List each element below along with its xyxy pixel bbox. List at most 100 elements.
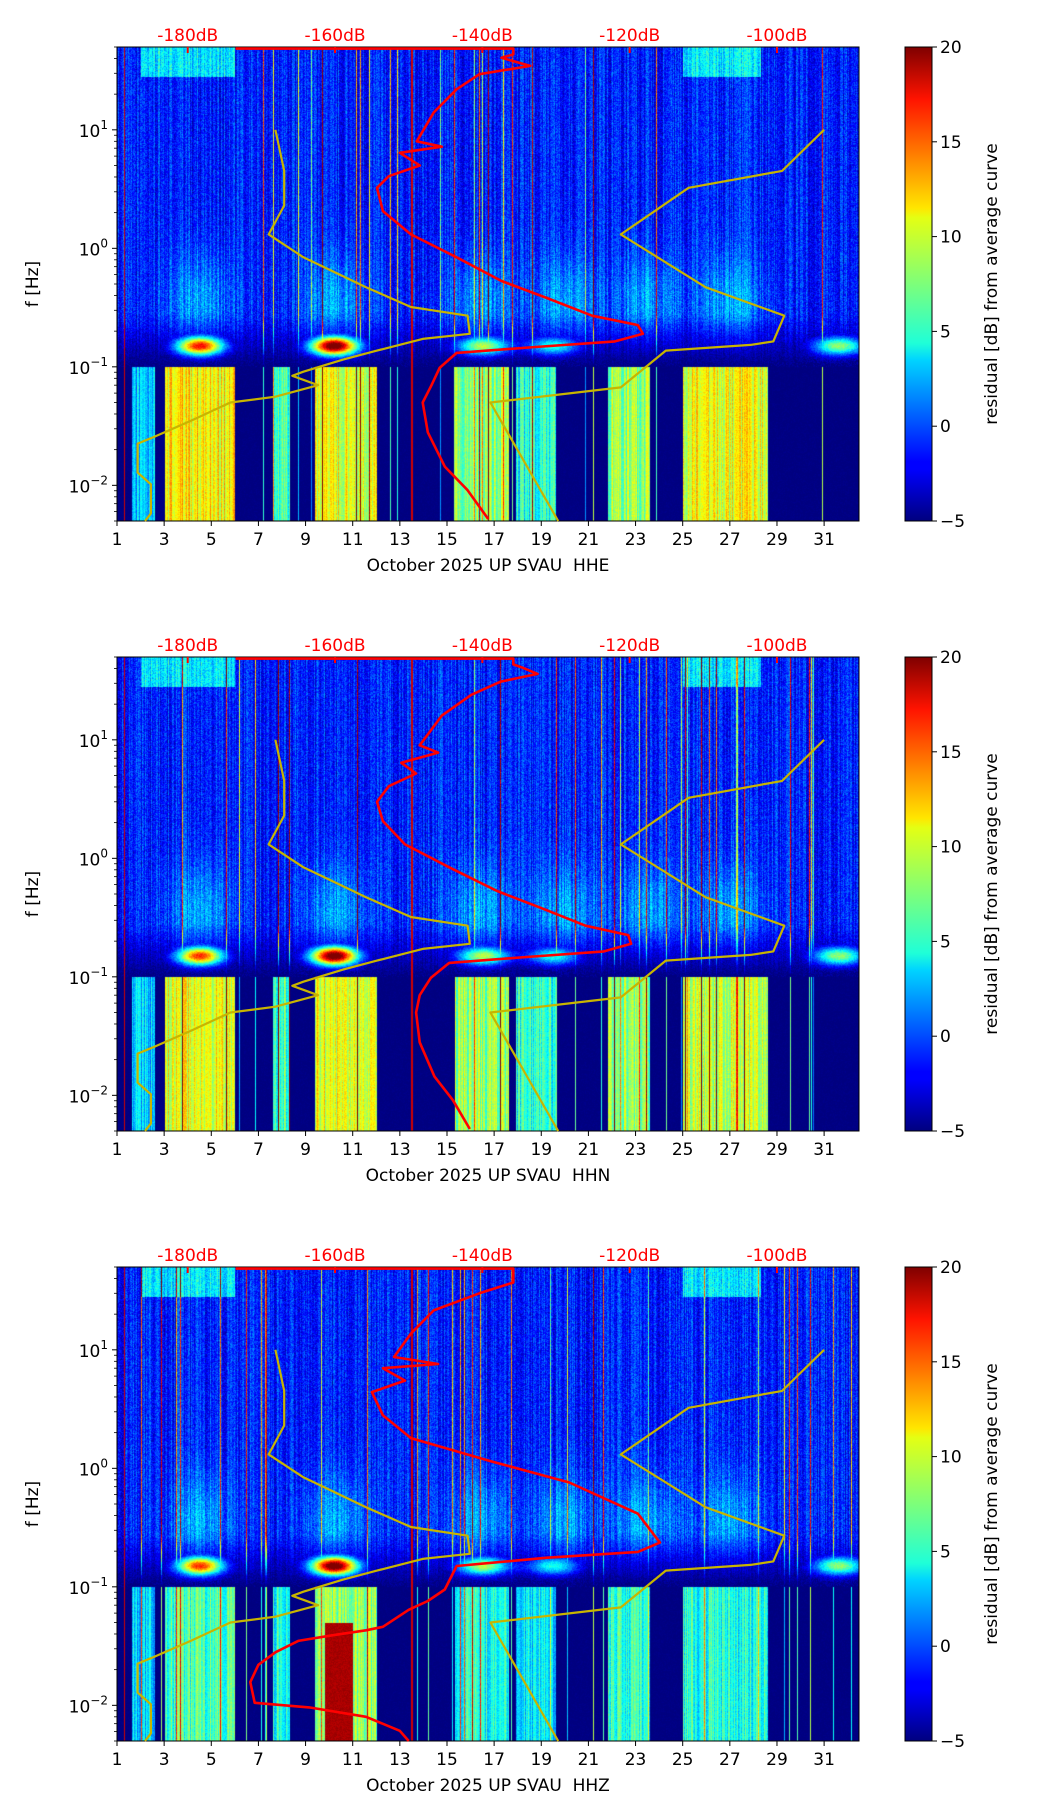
x-tick-label: 13 — [389, 1750, 411, 1770]
y-tick-base: 10 — [79, 240, 101, 260]
y-tick-exponent: 1 — [100, 728, 108, 742]
colorbar — [904, 1266, 933, 1742]
spectrogram-heatmap-hhe — [117, 47, 859, 521]
series-low-noise-model — [136, 1349, 471, 1742]
y-tick-exponent: 0 — [100, 846, 108, 860]
x-tick-label: 27 — [719, 1140, 741, 1160]
y-tick-label: 101 — [79, 1338, 108, 1362]
y-tick-exponent: 1 — [100, 1338, 108, 1352]
y-tick-exponent: −2 — [90, 1083, 108, 1097]
x-tick-label: 13 — [389, 1140, 411, 1160]
y-tick-exponent: −1 — [90, 355, 108, 369]
x-tick-label: 1 — [112, 1140, 123, 1160]
top-db-tick-label: -180dB — [157, 1246, 218, 1266]
series-low-noise-model — [136, 129, 471, 522]
x-tick-label: 27 — [719, 1750, 741, 1770]
top-db-tick-label: -100dB — [746, 26, 807, 46]
colorbar-tick-label: 5 — [940, 322, 951, 342]
y-tick-base: 10 — [69, 1697, 91, 1717]
top-db-tick-label: -180dB — [157, 26, 218, 46]
x-tick-label: 19 — [530, 1750, 552, 1770]
x-tick-label: 19 — [530, 530, 552, 550]
top-db-tick-label: -140dB — [452, 26, 513, 46]
y-tick-base: 10 — [79, 732, 101, 752]
colorbar-tick-label: −5 — [940, 512, 965, 532]
x-tick-label: 25 — [672, 1750, 694, 1770]
y-tick-label: 10−2 — [69, 1083, 108, 1107]
top-db-tick-label: -120dB — [599, 636, 660, 656]
series-low-noise-model — [136, 739, 471, 1132]
y-tick-exponent: −2 — [90, 1693, 108, 1707]
colorbar — [904, 46, 933, 522]
x-tick-label: 23 — [625, 1140, 647, 1160]
y-tick-base: 10 — [79, 850, 101, 870]
colorbar-tick-label: 10 — [940, 838, 962, 858]
y-tick-label: 100 — [79, 236, 108, 260]
colorbar-tick-label: 20 — [940, 1258, 962, 1278]
colorbar-tick-label: 15 — [940, 743, 962, 763]
x-tick-label: 7 — [253, 530, 264, 550]
y-tick-label: 100 — [79, 1456, 108, 1480]
y-tick-exponent: 0 — [100, 1456, 108, 1470]
x-tick-label: 17 — [483, 1140, 505, 1160]
x-tick-label: 11 — [342, 1140, 364, 1160]
x-tick-label: 31 — [813, 530, 835, 550]
y-axis-label: f [Hz] — [23, 261, 43, 307]
y-tick-exponent: 0 — [100, 236, 108, 250]
y-tick-base: 10 — [69, 969, 91, 989]
y-axis-label: f [Hz] — [23, 871, 43, 917]
colorbar-tick-label: 5 — [940, 932, 951, 952]
y-tick-exponent: 1 — [100, 118, 108, 132]
x-axis-label: October 2025 UP SVAU HHZ — [366, 1776, 610, 1796]
x-tick-label: 3 — [159, 530, 170, 550]
top-db-tick-label: -160dB — [305, 636, 366, 656]
x-tick-label: 11 — [342, 1750, 364, 1770]
top-db-tick-label: -160dB — [305, 1246, 366, 1266]
y-tick-base: 10 — [69, 359, 91, 379]
y-axis-label: f [Hz] — [23, 1481, 43, 1527]
top-db-tick-label: -160dB — [305, 26, 366, 46]
colorbar-tick-label: 0 — [940, 417, 951, 437]
x-tick-label: 7 — [253, 1750, 264, 1770]
colorbar-tick-label: 0 — [940, 1637, 951, 1657]
y-tick-base: 10 — [79, 1460, 101, 1480]
colorbar-tick-label: 10 — [940, 228, 962, 248]
x-tick-label: 21 — [578, 1140, 600, 1160]
x-tick-label: 5 — [206, 530, 217, 550]
series-average-psd — [235, 657, 633, 1130]
y-tick-label: 10−1 — [69, 1575, 108, 1599]
series-average-psd — [235, 1267, 662, 1742]
y-tick-base: 10 — [79, 1342, 101, 1362]
colorbar-label: residual [dB] from average curve — [982, 753, 1002, 1034]
top-db-tick-label: -140dB — [452, 1246, 513, 1266]
x-tick-label: 3 — [159, 1140, 170, 1160]
top-db-tick-label: -140dB — [452, 636, 513, 656]
x-tick-label: 23 — [625, 1750, 647, 1770]
spectrogram-heatmap-hhz — [117, 1267, 859, 1741]
x-tick-label: 7 — [253, 1140, 264, 1160]
x-tick-label: 23 — [625, 530, 647, 550]
x-tick-label: 9 — [300, 1140, 311, 1160]
colorbar-label: residual [dB] from average curve — [982, 143, 1002, 424]
series-high-noise-model — [489, 129, 825, 522]
y-tick-label: 10−1 — [69, 355, 108, 379]
x-tick-label: 3 — [159, 1750, 170, 1770]
x-tick-label: 25 — [672, 530, 694, 550]
x-tick-label: 25 — [672, 1140, 694, 1160]
x-tick-label: 29 — [766, 1140, 788, 1160]
y-tick-label: 101 — [79, 728, 108, 752]
y-tick-exponent: −2 — [90, 473, 108, 487]
x-tick-label: 15 — [436, 1140, 458, 1160]
x-tick-label: 17 — [483, 530, 505, 550]
x-tick-label: 31 — [813, 1140, 835, 1160]
y-tick-base: 10 — [69, 1087, 91, 1107]
colorbar-tick-label: 15 — [940, 133, 962, 153]
x-tick-label: 29 — [766, 1750, 788, 1770]
x-tick-label: 5 — [206, 1750, 217, 1770]
x-tick-label: 1 — [112, 1750, 123, 1770]
